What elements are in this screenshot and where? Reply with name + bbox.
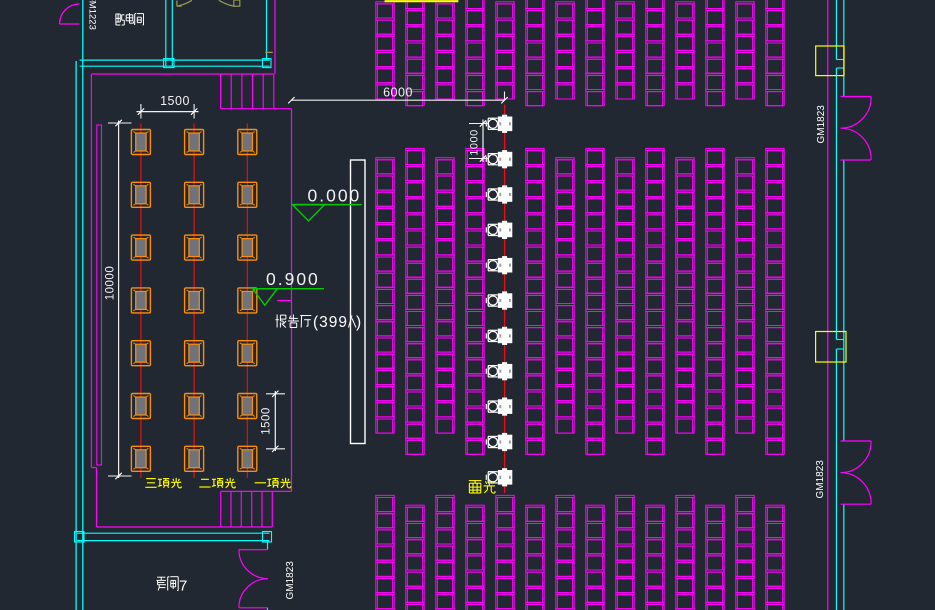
svg-text:GM1823: GM1823 xyxy=(816,105,827,144)
svg-text:1500: 1500 xyxy=(261,407,273,435)
svg-text:6000: 6000 xyxy=(383,86,413,100)
svg-text:): ) xyxy=(356,314,361,331)
svg-text:0.000: 0.000 xyxy=(308,186,362,206)
svg-text:0.900: 0.900 xyxy=(266,269,320,289)
svg-text:1000: 1000 xyxy=(469,129,481,155)
svg-text:7: 7 xyxy=(179,578,187,595)
svg-text:GM1823: GM1823 xyxy=(815,460,826,499)
svg-text:GM1823: GM1823 xyxy=(285,561,296,600)
svg-text:10000: 10000 xyxy=(105,266,117,300)
svg-text:(399: (399 xyxy=(313,314,348,331)
svg-text:1500: 1500 xyxy=(160,94,190,108)
svg-text:FM1223: FM1223 xyxy=(87,0,98,30)
